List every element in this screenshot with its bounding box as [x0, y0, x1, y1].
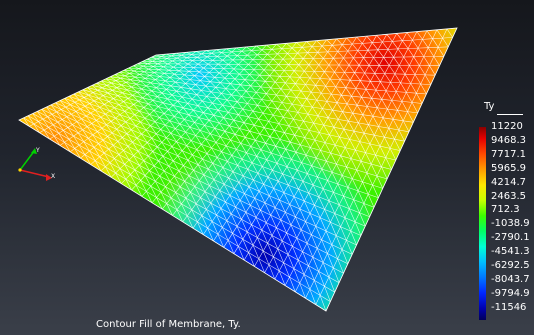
y-axis-label: Y	[35, 147, 40, 154]
legend-value-9: -4541.3	[491, 246, 530, 258]
x-axis-arrow	[19, 169, 50, 178]
legend-value-11: -8043.7	[491, 273, 530, 285]
legend-value-8: -2790.1	[491, 232, 530, 244]
y-axis-arrow	[19, 149, 36, 171]
legend-title: Ty	[484, 101, 495, 112]
legend-value-3: 5965.9	[491, 162, 526, 174]
triad-origin	[18, 168, 22, 172]
legend-value-12: -9794.9	[491, 287, 530, 299]
legend-value-0: 11220	[491, 121, 523, 132]
axes-triad: Y X	[18, 147, 55, 181]
legend-value-5: 2463.5	[491, 190, 526, 202]
legend-value-13: -11546	[491, 301, 527, 313]
plot-caption: Contour Fill of Membrane, Ty.	[96, 319, 241, 330]
legend-title-rule	[497, 114, 523, 115]
legend-value-7: -1038.9	[491, 218, 530, 230]
x-axis-label: X	[51, 173, 55, 180]
plate-outline	[18, 27, 458, 312]
legend-value-2: 7717.1	[491, 148, 526, 160]
legend-value-10: -6292.5	[491, 260, 530, 271]
legend-value-4: 4214.7	[491, 176, 526, 188]
y-axis-arrowhead	[31, 148, 37, 154]
legend-color-bar	[479, 127, 486, 320]
legend-value-1: 9468.3	[491, 134, 526, 146]
legend-value-6: 712.3	[491, 204, 520, 216]
x-axis-arrowhead	[46, 174, 52, 181]
